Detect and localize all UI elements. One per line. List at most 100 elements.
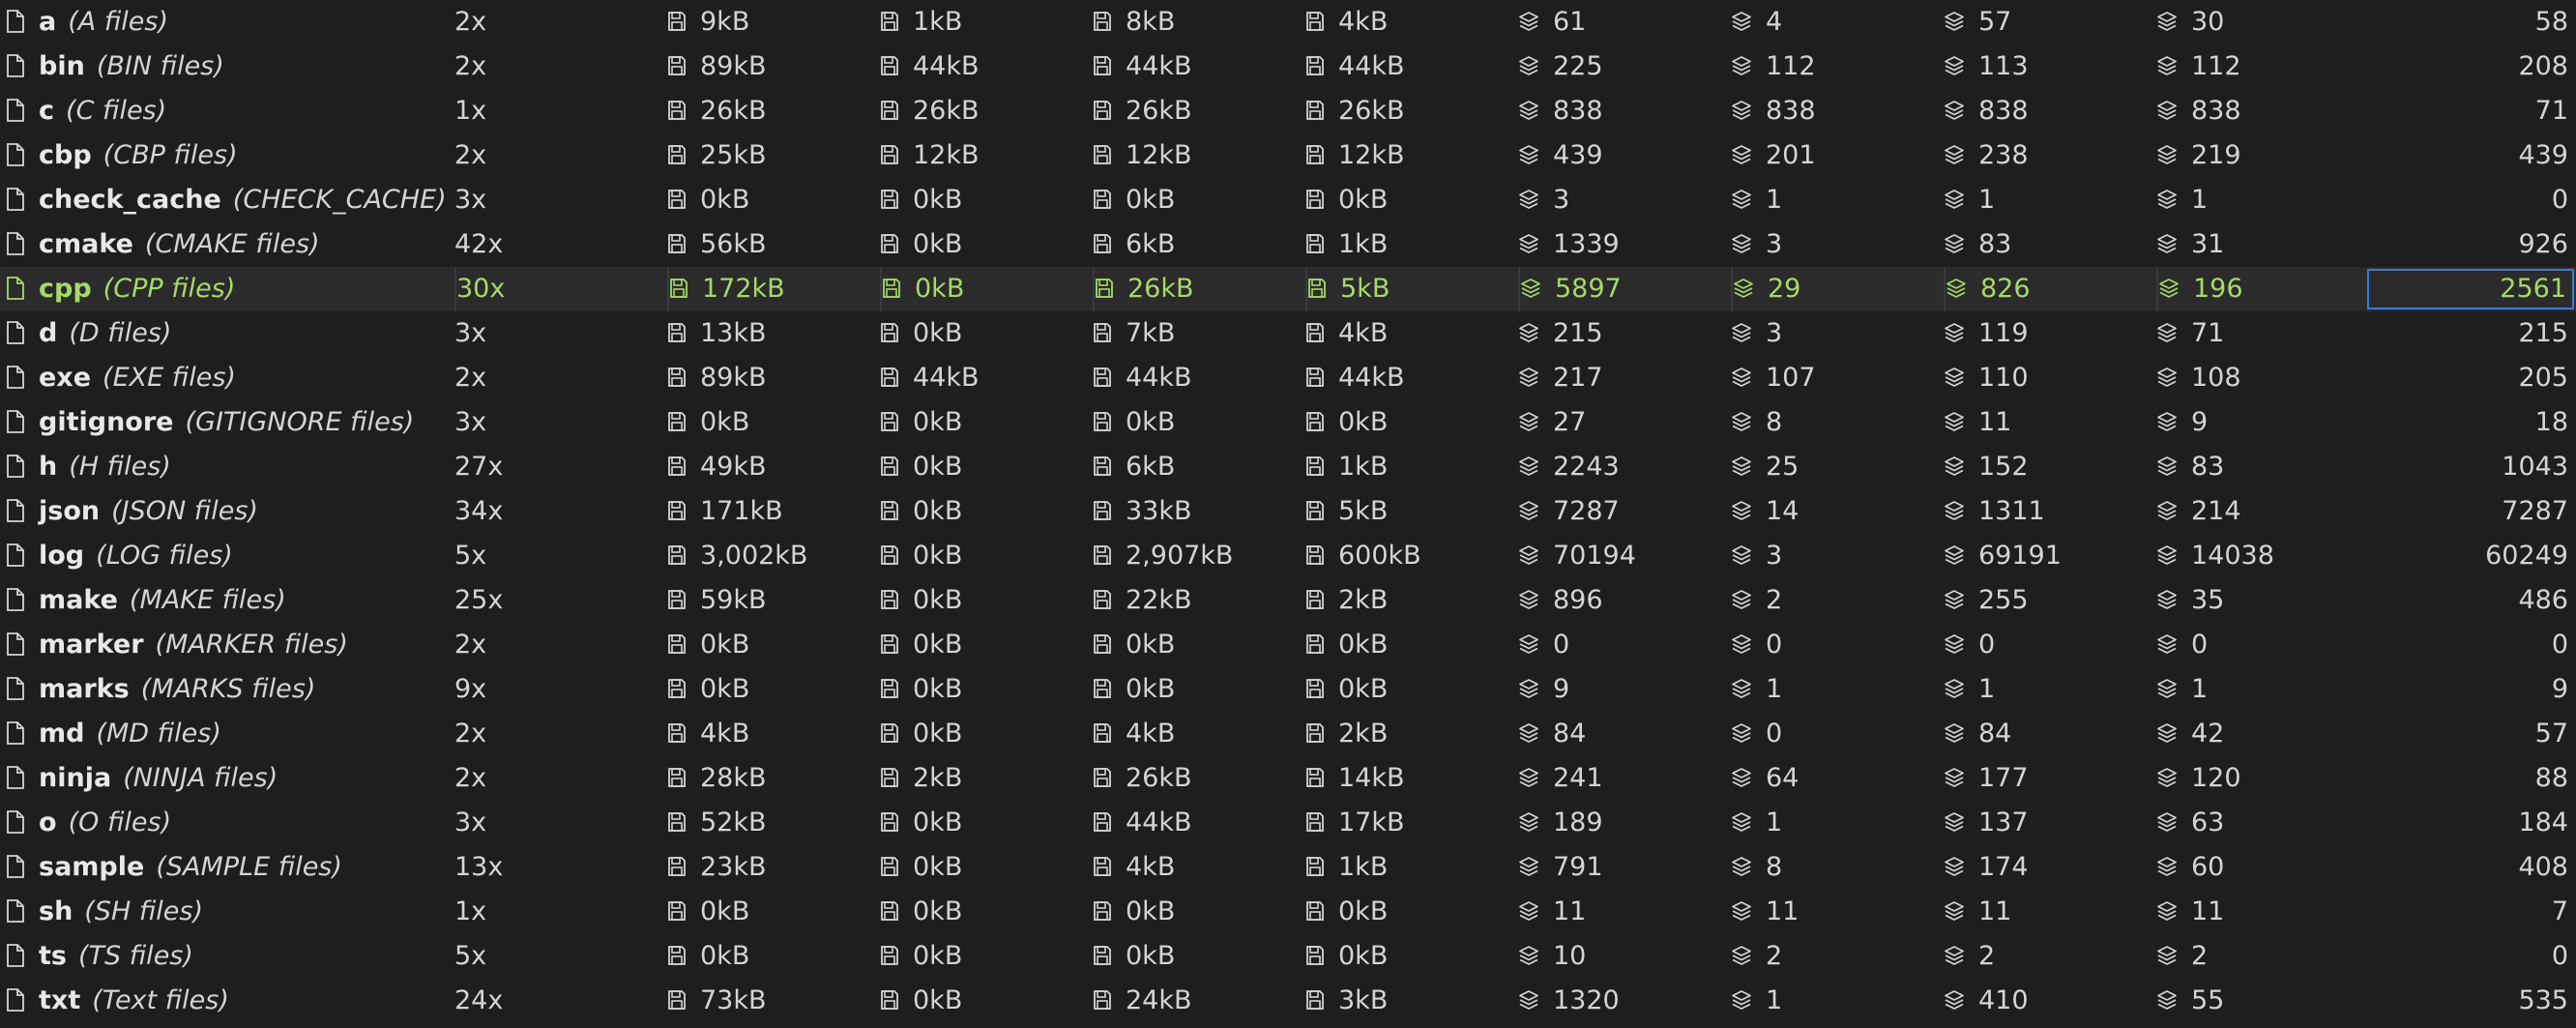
disk-icon [882,278,901,299]
table-row[interactable]: cmake (CMAKE files) 42x 56kB 0kB 6kB 1kB 1339 3 8… [0,222,2576,267]
file-count: 2x [454,630,487,660]
total-cell[interactable]: 486 [2367,578,2568,623]
size-value: 59kB [700,585,767,615]
lines-cell-3: 0 [1944,623,2156,667]
size-value: 0kB [1126,674,1176,704]
total-cell[interactable]: 9 [2367,667,2568,712]
total-cell[interactable]: 71 [2367,89,2568,133]
table-row[interactable]: exe (EXE files) 2x 89kB 44kB 44kB 44kB 217 107 11… [0,356,2576,400]
layers-icon [2156,678,2178,699]
table-row[interactable]: marks (MARKS files) 9x 0kB 0kB 0kB 0kB 9 1 1 1 9 [0,667,2576,712]
table-row[interactable]: gitignore (GITIGNORE files) 3x 0kB 0kB 0kB 0kB… [0,400,2576,445]
lines-value: 241 [1553,763,1603,793]
lines-value: 2243 [1553,452,1620,482]
total-cell[interactable]: 184 [2367,801,2568,845]
total-cell[interactable]: 7 [2367,890,2568,934]
layers-icon [2156,856,2178,877]
total-cell[interactable]: 408 [2367,845,2568,890]
table-row[interactable]: marker (MARKER files) 2x 0kB 0kB 0kB 0kB 0 0 0 0 0 [0,623,2576,667]
description-text: MAKE files [139,585,277,615]
table-row[interactable]: md (MD files) 2x 4kB 0kB 4kB 2kB 84 0 84 42 57 [0,712,2576,756]
disk-icon [667,678,687,699]
table-row[interactable]: d (D files) 3x 13kB 0kB 7kB 4kB 215 3 119 71 215 [0,311,2576,356]
lines-value: 838 [1978,96,2029,126]
size-cell-1: 25kB [667,133,880,178]
lines-cell-4: 2 [2156,934,2367,979]
lines-value: 439 [1553,140,1603,170]
lines-value: 219 [2191,140,2241,170]
table-row[interactable]: log (LOG files) 5x 3,002kB 0kB 2,907kB 600kB 70… [0,534,2576,578]
size-value: 89kB [700,363,767,393]
table-row[interactable]: check_cache (CHECK_CACHE) 3x 0kB 0kB 0kB 0kB 3 1… [0,178,2576,222]
layers-icon [1944,811,1965,833]
layers-icon [1518,767,1539,788]
disk-icon [1305,411,1325,432]
description-text: LOG files [105,541,223,571]
lines-cell-4: 42 [2156,712,2367,756]
total-cell[interactable]: 926 [2367,222,2568,267]
table-row[interactable]: make (MAKE files) 25x 59kB 0kB 22kB 2kB 896 2 255… [0,578,2576,623]
total-cell[interactable]: 215 [2367,311,2568,356]
lines-cell-3: 119 [1944,311,2156,356]
disk-icon [1305,945,1325,966]
table-row[interactable]: ts (TS files) 5x 0kB 0kB 0kB 0kB 10 2 2 2 0 [0,934,2576,979]
total-cell[interactable]: 18 [2367,400,2568,445]
table-row[interactable]: c (C files) 1x 26kB 26kB 26kB 26kB 838 838 838 838… [0,89,2576,133]
size-cell-3: 0kB [1093,934,1305,979]
table-row[interactable]: h (H files) 27x 49kB 0kB 6kB 1kB 2243 25 152 83 104… [0,445,2576,489]
total-cell[interactable]: 205 [2367,356,2568,400]
total-cell[interactable]: 208 [2367,44,2568,89]
file-icon [6,9,25,33]
total-cell[interactable]: 535 [2367,979,2568,1023]
table-row[interactable]: cpp (CPP files) 30x 172kB 0kB 26kB 5kB 5897 29 82… [0,267,2576,311]
lines-value: 1339 [1553,229,1620,259]
table-row[interactable]: sample (SAMPLE files) 13x 23kB 0kB 4kB 1kB 791 8… [0,845,2576,890]
total-cell[interactable]: 88 [2367,756,2568,801]
size-cell-1: 0kB [667,178,880,222]
lines-value: 791 [1553,852,1603,882]
total-value: 0 [2551,630,2568,660]
file-type-cell: cmake (CMAKE files) [0,222,447,267]
extension-label: sample [39,852,145,882]
total-cell[interactable]: 60249 [2367,534,2568,578]
lines-value: 83 [1978,229,2012,259]
size-cell-1: 172kB [667,267,882,311]
file-icon [6,765,25,789]
description-label: (O files) [68,808,172,837]
layers-icon [1731,633,1752,655]
layers-icon [2156,189,2178,210]
total-cell[interactable]: 7287 [2367,489,2568,534]
disk-icon [1093,811,1112,833]
lines-cell-4: 11 [2156,890,2367,934]
disk-icon [880,811,899,833]
lines-cell-2: 112 [1731,44,1944,89]
table-row[interactable]: o (O files) 3x 52kB 0kB 44kB 17kB 189 1 137 63 184 [0,801,2576,845]
size-cell-2: 2kB [880,756,1093,801]
lines-value: 3 [1766,541,1783,571]
lines-cell-3: 1 [1944,667,2156,712]
file-count: 27x [454,452,504,482]
table-row[interactable]: cbp (CBP files) 2x 25kB 12kB 12kB 12kB 439 201 23… [0,133,2576,178]
total-value: 60249 [2485,541,2568,571]
total-cell[interactable]: 2561 [2367,269,2574,309]
lines-value: 71 [2191,318,2225,348]
total-cell[interactable]: 439 [2367,133,2568,178]
size-cell-1: 56kB [667,222,880,267]
total-cell[interactable]: 1043 [2367,445,2568,489]
total-cell[interactable]: 58 [2367,0,2568,44]
table-row[interactable]: json (JSON files) 34x 171kB 0kB 33kB 5kB 7287 14… [0,489,2576,534]
total-cell[interactable]: 0 [2367,934,2568,979]
table-row[interactable]: txt (Text files) 24x 73kB 0kB 24kB 3kB 1320 1 410… [0,979,2576,1023]
lines-value: 1 [1766,674,1783,704]
table-row[interactable]: bin (BIN files) 2x 89kB 44kB 44kB 44kB 225 112 11… [0,44,2576,89]
total-cell[interactable]: 0 [2367,178,2568,222]
table-row[interactable]: ninja (NINJA files) 2x 28kB 2kB 26kB 14kB 241 64… [0,756,2576,801]
total-cell[interactable]: 0 [2367,623,2568,667]
table-row[interactable]: sh (SH files) 1x 0kB 0kB 0kB 0kB 11 11 11 11 7 [0,890,2576,934]
size-cell-1: 28kB [667,756,880,801]
layers-icon [1518,856,1539,877]
total-cell[interactable]: 57 [2367,712,2568,756]
layers-icon [1944,989,1965,1011]
table-row[interactable]: a (A files) 2x 9kB 1kB 8kB 4kB 61 4 57 30 58 [0,0,2576,44]
size-cell-1: 0kB [667,934,880,979]
